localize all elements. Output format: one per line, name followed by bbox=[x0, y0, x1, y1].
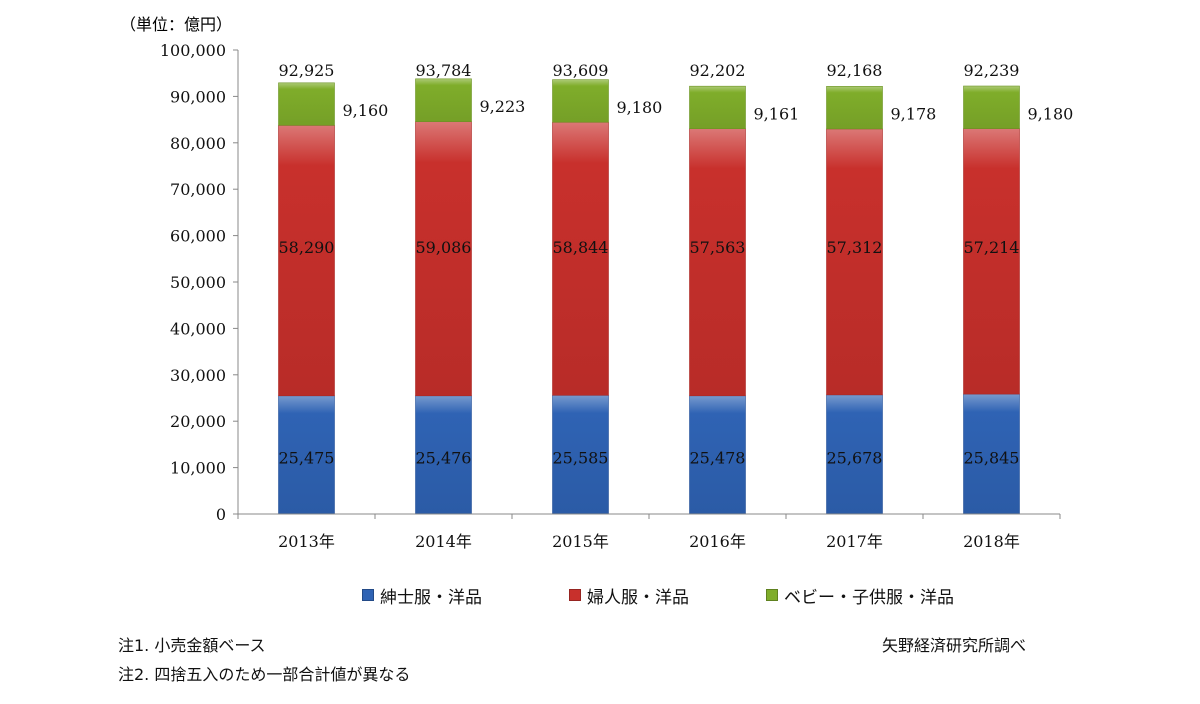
data-labels: 25,475 58,290 9,160 92,925 25,476 59,086 9,223… bbox=[279, 61, 1074, 468]
bar-segment-kidswear bbox=[689, 85, 746, 129]
y-tick-label: 90,000 bbox=[170, 87, 226, 106]
y-tick-label: 20,000 bbox=[170, 412, 226, 431]
source-note: 矢野経済研究所調べ bbox=[882, 636, 1027, 655]
legend-label-womenswear: 婦人服・洋品 bbox=[587, 587, 689, 608]
legend-item-menswear: 紳士服・洋品 bbox=[362, 584, 482, 608]
note-1: 注1. 小売金額ベース bbox=[118, 636, 266, 655]
data-label-kidswear: 9,161 bbox=[754, 104, 800, 123]
y-tick-label: 40,000 bbox=[170, 319, 226, 338]
bar-segment-menswear bbox=[415, 395, 472, 515]
data-label-total: 92,168 bbox=[827, 61, 883, 80]
legend-label-menswear: 紳士服・洋品 bbox=[380, 587, 482, 608]
data-label-total: 93,609 bbox=[553, 61, 609, 80]
data-label-total: 92,202 bbox=[690, 61, 746, 80]
bar-segment-menswear bbox=[278, 395, 335, 515]
data-label-menswear: 25,845 bbox=[964, 449, 1020, 468]
data-label-total: 92,239 bbox=[964, 61, 1020, 80]
data-label-womenswear: 58,290 bbox=[279, 238, 335, 257]
data-label-womenswear: 57,214 bbox=[964, 238, 1020, 257]
y-tick-label: 70,000 bbox=[170, 180, 226, 199]
legend-label-kidswear: ベビー・子供服・洋品 bbox=[784, 587, 954, 608]
bar-segment-womenswear bbox=[415, 121, 472, 397]
data-label-womenswear: 58,844 bbox=[553, 238, 609, 257]
note-2: 注2. 四捨五入のため一部合計値が異なる bbox=[118, 665, 411, 684]
legend-item-womenswear: 婦人服・洋品 bbox=[569, 584, 689, 608]
y-tick-label: 50,000 bbox=[170, 273, 226, 292]
data-label-womenswear: 59,086 bbox=[416, 238, 472, 257]
bar-segment-womenswear bbox=[963, 128, 1020, 395]
data-label-menswear: 25,478 bbox=[690, 449, 746, 468]
y-tick-label: 60,000 bbox=[170, 227, 226, 246]
legend-swatch-menswear bbox=[362, 589, 374, 601]
x-tick-label: 2015年 bbox=[552, 532, 609, 551]
bar-segment-womenswear bbox=[278, 125, 335, 397]
data-label-kidswear: 9,178 bbox=[891, 105, 937, 124]
x-tick-label: 2014年 bbox=[415, 532, 472, 551]
y-tick-label: 80,000 bbox=[170, 134, 226, 153]
data-label-kidswear: 9,180 bbox=[1028, 104, 1074, 123]
bar-segment-kidswear bbox=[278, 82, 335, 126]
bar-segment-kidswear bbox=[415, 78, 472, 122]
legend-swatch-womenswear bbox=[569, 589, 581, 601]
bar-segment-womenswear bbox=[552, 121, 609, 396]
data-label-menswear: 25,475 bbox=[279, 449, 335, 468]
x-tick-label: 2016年 bbox=[689, 532, 746, 551]
data-label-kidswear: 9,160 bbox=[343, 101, 389, 120]
data-label-total: 92,925 bbox=[279, 61, 335, 80]
bar-segment-menswear bbox=[552, 394, 609, 515]
bar-segment-menswear bbox=[963, 393, 1020, 515]
bar-segment-kidswear bbox=[963, 85, 1020, 129]
bar-segment-menswear bbox=[826, 394, 883, 515]
data-label-total: 93,784 bbox=[416, 61, 472, 80]
data-label-menswear: 25,476 bbox=[416, 449, 472, 468]
legend-item-kidswear: ベビー・子供服・洋品 bbox=[766, 584, 954, 608]
unit-label: （単位：億円） bbox=[120, 15, 232, 34]
bar-segment-womenswear bbox=[689, 128, 746, 397]
legend-swatch-kidswear bbox=[766, 589, 778, 601]
data-label-menswear: 25,678 bbox=[827, 449, 883, 468]
data-label-kidswear: 9,180 bbox=[617, 98, 663, 117]
data-label-womenswear: 57,312 bbox=[827, 238, 883, 257]
x-tick-label: 2017年 bbox=[826, 532, 883, 551]
y-axis: 0 10,000 20,000 30,000 40,000 50,000 60,000 70,… bbox=[160, 41, 239, 524]
data-label-womenswear: 57,563 bbox=[690, 238, 746, 257]
x-axis: 2013年 2014年 2015年 2016年 2017年 2018年 bbox=[237, 513, 1061, 551]
y-tick-label: 30,000 bbox=[170, 366, 226, 385]
y-tick-label: 0 bbox=[216, 505, 226, 524]
bar-segment-womenswear bbox=[826, 128, 883, 396]
data-label-kidswear: 9,223 bbox=[480, 97, 526, 116]
data-label-menswear: 25,585 bbox=[553, 449, 609, 468]
x-tick-label: 2013年 bbox=[278, 532, 335, 551]
bars bbox=[278, 78, 1020, 515]
x-tick-label: 2018年 bbox=[963, 532, 1020, 551]
bar-segment-kidswear bbox=[826, 86, 883, 130]
bar-segment-kidswear bbox=[552, 79, 609, 123]
bar-segment-menswear bbox=[689, 395, 746, 515]
y-tick-label: 100,000 bbox=[160, 41, 226, 60]
y-tick-label: 10,000 bbox=[170, 459, 226, 478]
